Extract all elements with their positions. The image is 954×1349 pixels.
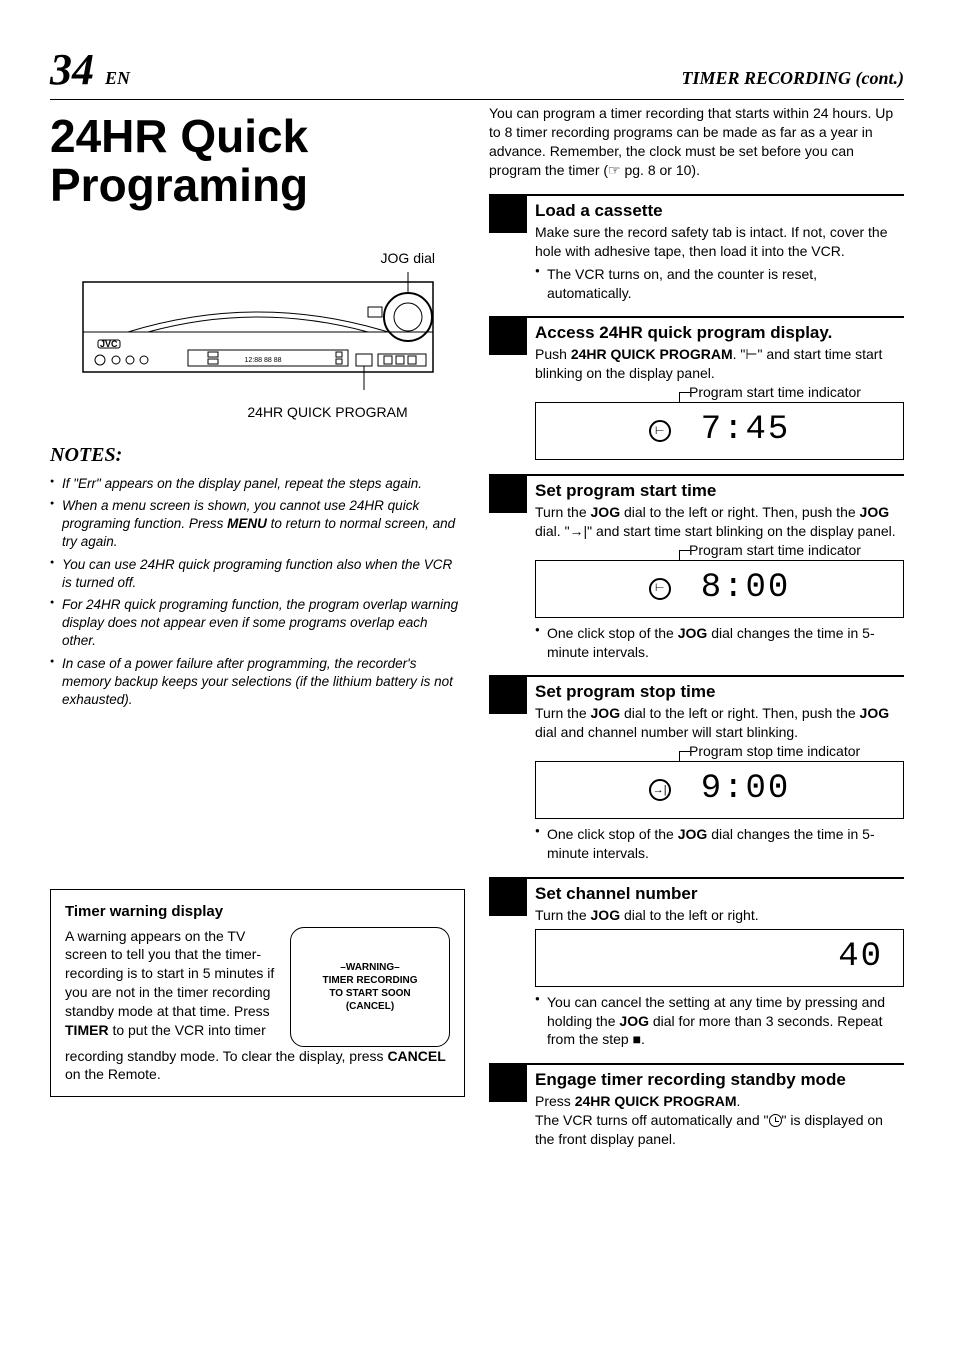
svg-text:12:88 88 88: 12:88 88 88 <box>244 357 281 364</box>
indicator-label: Program stop time indicator <box>675 742 904 761</box>
step-title: Set program start time <box>535 480 904 503</box>
indicator-label: Program start time indicator <box>675 383 904 402</box>
warning-screen-line: TIMER RECORDING <box>323 974 418 987</box>
warning-screen-line: (CANCEL) <box>346 1000 394 1013</box>
display-value: 9:00 <box>701 767 791 813</box>
step-bullet: One click stop of the JOG dial changes t… <box>535 825 904 863</box>
indicator-icon: →| <box>649 779 671 801</box>
step-number-box <box>489 475 527 513</box>
note-item: You can use 24HR quick programing functi… <box>50 556 465 592</box>
step-body: Make sure the record safety tab is intac… <box>535 223 904 261</box>
step-body: Turn the JOG dial to the left or right. … <box>535 704 904 742</box>
note-item: When a menu screen is shown, you cannot … <box>50 497 465 552</box>
display-value: 40 <box>838 935 883 981</box>
page-number-value: 34 <box>50 45 94 94</box>
step-title: Set channel number <box>535 883 904 906</box>
step-title: Engage timer recording standby mode <box>535 1069 904 1092</box>
step: Set channel numberTurn the JOG dial to t… <box>489 877 904 1050</box>
warning-text-part: to put the VCR into timer <box>109 1022 266 1038</box>
warning-screen-line: TO START SOON <box>329 987 410 1000</box>
step-bullet: One click stop of the JOG dial changes t… <box>535 624 904 662</box>
step-body: Turn the JOG dial to the left or right. <box>535 906 904 925</box>
warning-text: A warning appears on the TV screen to te… <box>65 927 278 1040</box>
timer-warning-box: Timer warning display A warning appears … <box>50 889 465 1097</box>
step-number-box <box>489 1064 527 1102</box>
page-number: 34 EN <box>50 40 130 99</box>
display-panel: ⊢ 8:00 <box>535 560 904 618</box>
step: Access 24HR quick program display.Push 2… <box>489 316 904 460</box>
note-item: For 24HR quick programing function, the … <box>50 596 465 651</box>
step-bullets: You can cancel the setting at any time b… <box>535 993 904 1050</box>
step-bullets: One click stop of the JOG dial changes t… <box>535 825 904 863</box>
step: Set program stop timeTurn the JOG dial t… <box>489 675 904 862</box>
step: Engage timer recording standby modePress… <box>489 1063 904 1149</box>
step-number-box <box>489 676 527 714</box>
section-title: TIMER RECORDING (cont.) <box>681 66 904 90</box>
step-number-box <box>489 195 527 233</box>
step-number-box <box>489 878 527 916</box>
vcr-diagram: JOG dial JVC 12:88 88 88 <box>50 249 465 422</box>
step: Set program start timeTurn the JOG dial … <box>489 474 904 661</box>
jog-dial-label: JOG dial <box>50 249 465 268</box>
note-item: In case of a power failure after program… <box>50 655 465 710</box>
timer-button-ref: TIMER <box>65 1022 109 1038</box>
display-panel: ⊢ 7:45 <box>535 402 904 460</box>
program-button-label: 24HR QUICK PROGRAM <box>50 403 465 422</box>
step-title: Access 24HR quick program display. <box>535 322 904 345</box>
step-bullet: The VCR turns on, and the counter is res… <box>535 265 904 303</box>
intro-paragraph: You can program a timer recording that s… <box>489 104 904 180</box>
step-bullets: The VCR turns on, and the counter is res… <box>535 265 904 303</box>
notes-list: If "Err" appears on the display panel, r… <box>50 475 465 710</box>
warning-text-part: A warning appears on the TV screen to te… <box>65 928 274 1020</box>
warning-heading: Timer warning display <box>65 902 450 922</box>
step-body: Press 24HR QUICK PROGRAM.The VCR turns o… <box>535 1092 904 1149</box>
indicator-icon: ⊢ <box>649 578 671 600</box>
warning-text-part: on the Remote. <box>65 1066 161 1082</box>
step-bullets: One click stop of the JOG dial changes t… <box>535 624 904 662</box>
display-panel: 40 <box>535 929 904 987</box>
cancel-button-ref: CANCEL <box>387 1048 445 1064</box>
step-body: Turn the JOG dial to the left or right. … <box>535 503 904 541</box>
page-lang: EN <box>105 68 130 88</box>
step-bullet: You can cancel the setting at any time b… <box>535 993 904 1050</box>
indicator-icon: ⊢ <box>649 420 671 442</box>
display-value: 7:45 <box>701 408 791 454</box>
step-body: Push 24HR QUICK PROGRAM. "⊢" and start t… <box>535 345 904 383</box>
notes-heading: NOTES: <box>50 442 465 469</box>
step-title: Load a cassette <box>535 200 904 223</box>
display-value: 8:00 <box>701 566 791 612</box>
display-panel: →| 9:00 <box>535 761 904 819</box>
indicator-label: Program start time indicator <box>675 541 904 560</box>
main-title: 24HR Quick Programing <box>50 112 465 209</box>
warning-screen-line: –WARNING– <box>340 961 399 974</box>
step-title: Set program stop time <box>535 681 904 704</box>
step: Load a cassetteMake sure the record safe… <box>489 194 904 303</box>
page-header: 34 EN TIMER RECORDING (cont.) <box>50 40 904 100</box>
note-item: If "Err" appears on the display panel, r… <box>50 475 465 493</box>
vcr-illustration: JVC 12:88 88 88 <box>78 272 438 392</box>
warning-text-cont: recording standby mode. To clear the dis… <box>65 1047 450 1085</box>
step-number-box <box>489 317 527 355</box>
warning-tv-screen: –WARNING– TIMER RECORDING TO START SOON … <box>290 927 450 1047</box>
